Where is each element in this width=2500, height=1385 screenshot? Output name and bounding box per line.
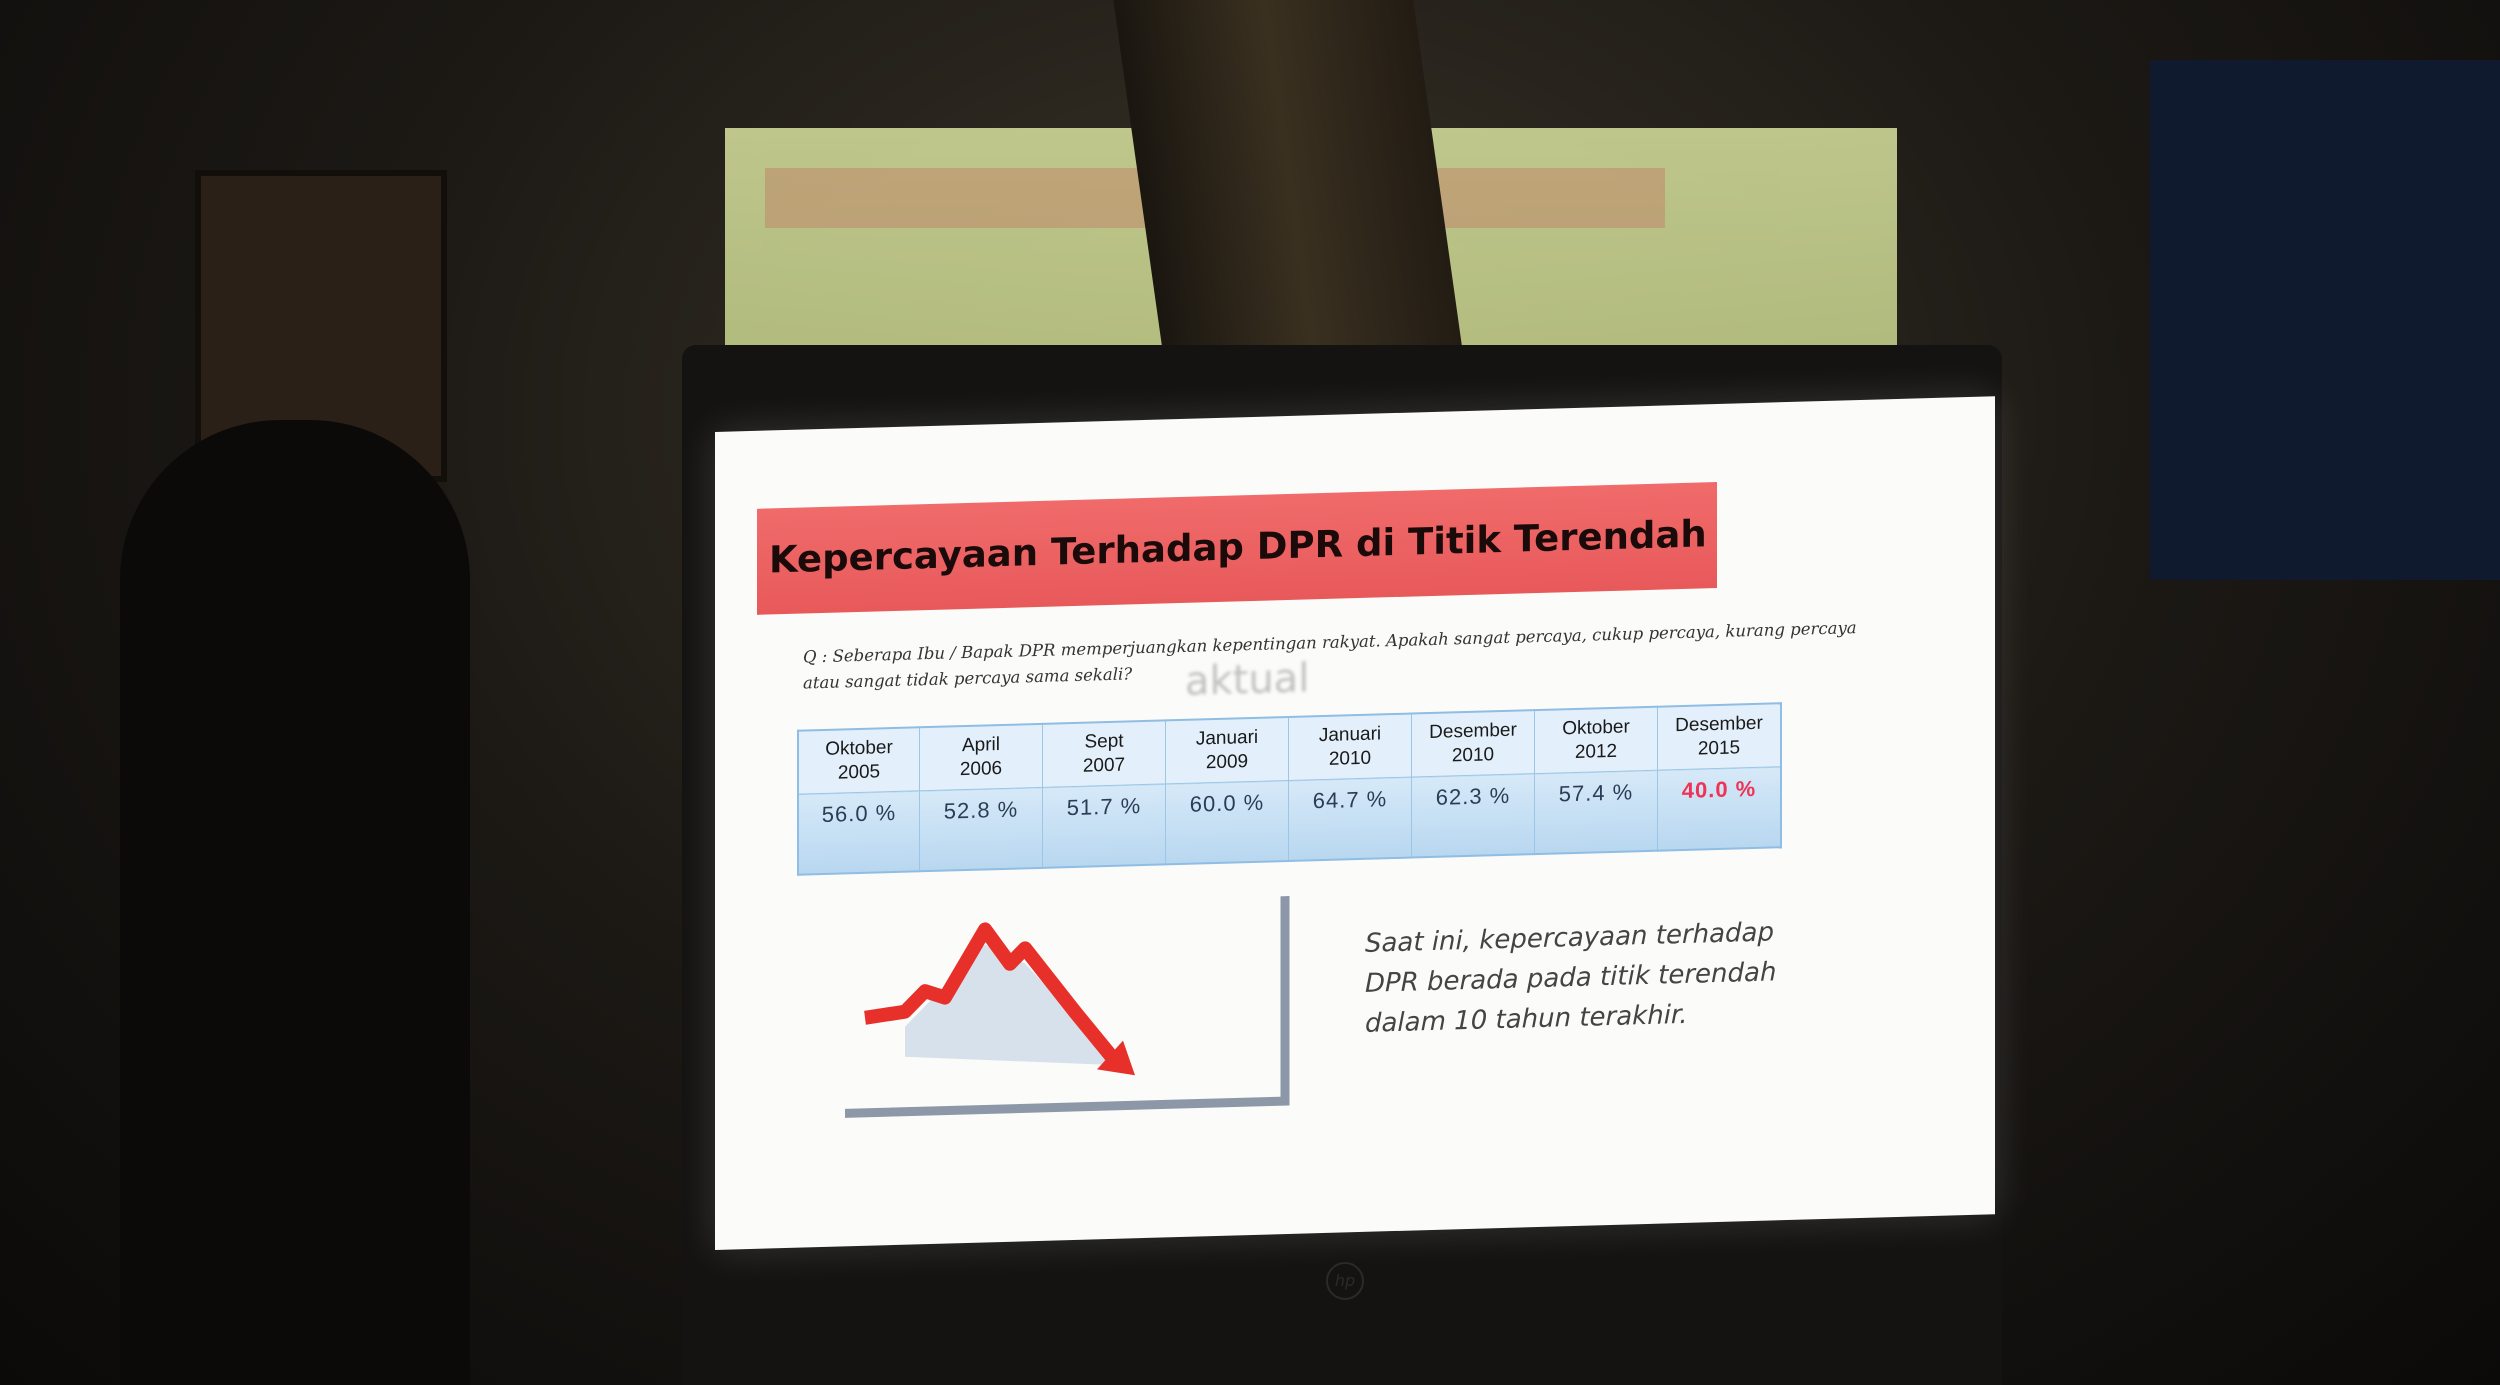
silhouette-person [120, 420, 470, 1385]
laptop-screen-slide: Kepercayaan Terhadap DPR di Titik Terend… [715, 396, 1995, 1251]
value-cell: 51.7 % [1042, 783, 1166, 868]
value-cell: 56.0 % [798, 790, 920, 875]
slide-title-bar: Kepercayaan Terhadap DPR di Titik Terend… [757, 482, 1717, 615]
header-cell: Januari 2010 [1288, 713, 1412, 781]
red-arrow-line [864, 922, 1121, 1066]
value-cell-highlight: 40.0 % [1657, 766, 1781, 851]
value-cell: 62.3 % [1411, 773, 1535, 858]
header-cell: Desember 2015 [1657, 703, 1781, 771]
header-cell: Sept 2007 [1042, 720, 1166, 788]
arrow-head [1097, 1040, 1135, 1076]
summary-text: Saat ini, kepercayaan terhadap DPR berad… [1365, 909, 1885, 1044]
hp-logo-icon: hp [1326, 1262, 1364, 1300]
survey-question: Q : Seberapa Ibu / Bapak DPR memperjuang… [803, 618, 1857, 693]
header-cell: Oktober 2012 [1534, 706, 1658, 774]
value-cell: 64.7 % [1288, 777, 1412, 861]
header-cell: April 2006 [919, 723, 1043, 791]
value-cell: 52.8 % [919, 787, 1043, 872]
background-window [2150, 60, 2500, 580]
trust-table: Oktober 2005 April 2006 Sept 2007 Januari 20… [797, 702, 1782, 876]
value-cell: 60.0 % [1165, 780, 1289, 865]
value-cell: 57.4 % [1534, 770, 1658, 855]
header-cell: Januari 2009 [1165, 716, 1289, 784]
foreground-pole [1113, 0, 1467, 380]
watermark: aktual [1185, 655, 1310, 705]
axis-frame [845, 895, 1290, 1118]
header-cell: Desember 2010 [1411, 710, 1535, 778]
declining-red-arrow-chart-icon [845, 895, 1290, 1118]
slide-title: Kepercayaan Terhadap DPR di Titik Terend… [769, 512, 1707, 582]
header-cell: Oktober 2005 [798, 727, 920, 795]
